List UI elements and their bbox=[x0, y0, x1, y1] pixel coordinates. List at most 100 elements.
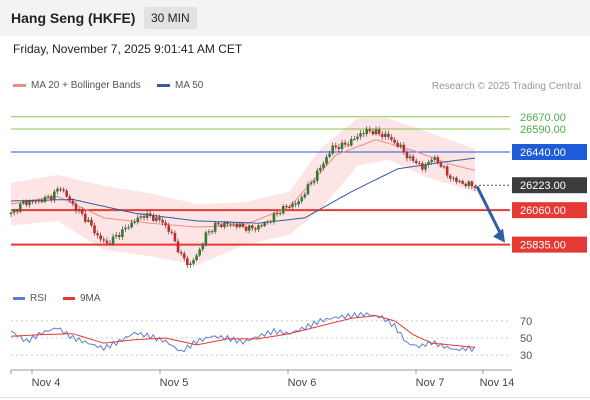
candle-body bbox=[167, 225, 171, 232]
candle-body bbox=[198, 249, 201, 256]
candle-body bbox=[105, 240, 109, 244]
timestamp: Friday, November 7, 2025 9:01:41 AM CET bbox=[13, 42, 243, 56]
candle-body bbox=[424, 164, 427, 170]
candle-body bbox=[473, 186, 477, 189]
candle-body bbox=[210, 231, 214, 233]
candle-body bbox=[359, 133, 362, 137]
candle-body bbox=[396, 142, 399, 147]
rsi-line bbox=[10, 311, 476, 353]
candle-body bbox=[232, 223, 236, 225]
candle-body bbox=[408, 156, 412, 159]
rsi-tick-label: 50 bbox=[520, 333, 532, 345]
candle-body bbox=[340, 142, 344, 150]
candle-body bbox=[68, 196, 72, 201]
candle-body bbox=[263, 222, 266, 227]
candle-body bbox=[294, 203, 297, 205]
candle-body bbox=[117, 235, 121, 237]
candle-body bbox=[108, 243, 112, 245]
candle-body bbox=[411, 156, 415, 161]
candle-body bbox=[455, 177, 458, 182]
candle-body bbox=[111, 236, 115, 245]
candle-body bbox=[9, 212, 13, 214]
candle-body bbox=[74, 203, 78, 211]
candle-body bbox=[275, 213, 279, 215]
candle-body bbox=[25, 200, 28, 205]
candle-body bbox=[173, 232, 177, 242]
candle-body bbox=[244, 226, 248, 231]
target-arrow-head-icon bbox=[493, 228, 505, 243]
candle-body bbox=[281, 206, 285, 214]
candle-body bbox=[124, 227, 127, 230]
level-label-bg-pivot bbox=[512, 143, 587, 160]
candle-body bbox=[448, 175, 452, 179]
bottom-divider bbox=[0, 397, 590, 398]
candle-body bbox=[439, 163, 443, 167]
candle-body bbox=[334, 145, 338, 148]
candle-body bbox=[80, 209, 84, 214]
candle-body bbox=[204, 232, 208, 245]
candle-body bbox=[436, 157, 440, 164]
candle-body bbox=[362, 133, 365, 135]
candle-body bbox=[136, 217, 140, 222]
candle-body bbox=[99, 235, 103, 240]
candle-body bbox=[353, 138, 356, 140]
candle-body bbox=[87, 219, 90, 222]
candle-body bbox=[331, 145, 335, 154]
candle-body bbox=[272, 213, 276, 222]
candle-body bbox=[192, 260, 195, 264]
candle-body bbox=[130, 222, 133, 228]
candle-body bbox=[34, 201, 38, 203]
candle-body bbox=[247, 225, 251, 231]
rsi-swatch-icon bbox=[13, 296, 25, 300]
candle-body bbox=[390, 137, 393, 140]
level-label-resistance: 26590.00 bbox=[520, 124, 566, 136]
candle-body bbox=[170, 231, 174, 233]
candle-body bbox=[139, 216, 143, 218]
rsi-ma-swatch-icon bbox=[63, 296, 75, 300]
candle-body bbox=[427, 161, 430, 165]
candle-body bbox=[223, 222, 226, 227]
candle-body bbox=[142, 216, 146, 218]
candle-body bbox=[337, 147, 341, 150]
x-tick-label: Nov 6 bbox=[288, 377, 317, 389]
candle-body bbox=[303, 194, 307, 198]
candle-body bbox=[90, 219, 93, 226]
candle-body bbox=[285, 206, 288, 208]
candle-body bbox=[430, 159, 433, 162]
candle-body bbox=[291, 203, 294, 208]
candle-body bbox=[421, 163, 424, 170]
candle-body bbox=[442, 166, 446, 168]
timeframe-button[interactable]: 30 MIN bbox=[144, 7, 197, 29]
x-tick-label: Nov 4 bbox=[32, 377, 61, 389]
candle-body bbox=[31, 200, 34, 202]
level-label-resistance: 26670.00 bbox=[520, 112, 566, 124]
candle-body bbox=[46, 196, 50, 198]
candle-body bbox=[201, 244, 205, 250]
legend-rsi-label: RSI bbox=[30, 293, 47, 304]
candle-body bbox=[229, 223, 232, 225]
candle-body bbox=[182, 253, 186, 259]
candle-body bbox=[176, 241, 180, 253]
candle-body bbox=[238, 223, 242, 228]
candle-body bbox=[226, 222, 229, 225]
candle-body bbox=[405, 152, 409, 159]
level-label-bg-support bbox=[512, 236, 587, 253]
candle-body bbox=[59, 188, 62, 190]
candle-body bbox=[250, 225, 254, 229]
candle-body bbox=[216, 222, 220, 225]
candle-body bbox=[349, 139, 353, 146]
candle-body bbox=[257, 225, 260, 230]
candle-body bbox=[96, 233, 99, 236]
candle-body bbox=[56, 188, 59, 192]
candle-body bbox=[83, 213, 87, 222]
candle-body bbox=[322, 163, 325, 168]
candle-body bbox=[207, 231, 211, 233]
candle-body bbox=[158, 217, 161, 220]
candle-body bbox=[220, 224, 223, 227]
candle-body bbox=[22, 200, 25, 204]
candle-body bbox=[15, 209, 19, 212]
top-bar bbox=[0, 0, 590, 36]
candle-body bbox=[368, 129, 372, 132]
candle-body bbox=[328, 153, 331, 157]
